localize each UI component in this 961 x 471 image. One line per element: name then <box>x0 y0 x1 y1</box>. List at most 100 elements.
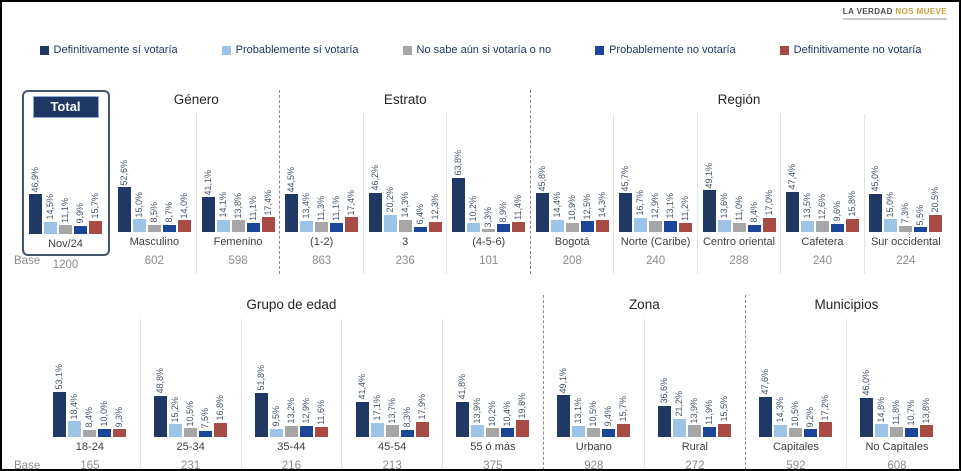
bar-value-label: 13,7% <box>386 397 397 424</box>
bar-column-definitivamente-sí-votaría: 46,2% <box>368 165 382 232</box>
bar-value-label: 48,8% <box>155 367 166 394</box>
bar-value-label: 9,2% <box>805 406 816 428</box>
chart-row-2: Grupo de edad 53,1% 18,4% 8,4% 10,0% 9,3% 18-2… <box>40 295 947 471</box>
bar-column-definitivamente-sí-votaría: 53,1% <box>53 364 67 437</box>
group-title-grupo-de-edad: Grupo de edad <box>246 297 337 312</box>
bar-cluster: 52,6% 15,0% 8,5% 8,7% 14,0% <box>117 114 191 232</box>
bar <box>330 222 344 232</box>
bar-column-probablemente-sí-votaría: 9,5% <box>269 406 283 437</box>
bar <box>914 227 928 232</box>
bar-column-definitivamente-no-votaría: 15,5% <box>718 396 732 437</box>
bar-value-label: 19,8% <box>517 392 528 419</box>
bar-column-probablemente-no-votaría: 7,5% <box>199 408 213 437</box>
bar-value-label: 46,9% <box>30 166 40 193</box>
bar-value-label: 11,0% <box>733 195 744 221</box>
category-label: 35-44 <box>277 441 306 453</box>
brand-logo-text: LA VERDAD <box>842 7 893 16</box>
bar <box>383 214 397 232</box>
bar <box>300 220 314 232</box>
bar <box>413 226 427 232</box>
bar-column-definitivamente-sí-votaría: 36,6% <box>658 378 672 437</box>
bar-value-label: 14,3% <box>775 397 786 423</box>
bar <box>774 424 788 437</box>
legend-item-probablemente-sí-votaría: Probablemente sí votaría <box>221 44 359 56</box>
bar <box>132 219 146 232</box>
legend-label: Definitivamente no votaría <box>793 44 922 56</box>
bar <box>789 428 803 437</box>
bar <box>557 395 571 437</box>
bar-value-label: 46,0% <box>861 370 872 396</box>
bar-column-probablemente-sí-votaría: 13,5% <box>800 193 814 232</box>
bar <box>875 424 889 437</box>
bar <box>216 220 230 232</box>
bar-value-label: 15,7% <box>618 396 629 422</box>
bar-column-definitivamente-no-votaría: 19,8% <box>516 393 530 437</box>
bar-cluster: 47,4% 13,5% 12,6% 9,6% 15,8% <box>785 114 859 232</box>
bar <box>860 397 874 437</box>
bar-value-label: 13,5% <box>801 192 812 219</box>
bar-column-probablemente-sí-votaría: 13,4% <box>300 193 314 232</box>
bar <box>702 190 716 232</box>
bar <box>147 224 161 232</box>
category-sur-occidental: 45,0% 15,0% 7,3% 5,5% 20,5% Sur occidental 224 <box>863 114 947 274</box>
bar-column-definitivamente-no-votaría: 9,3% <box>113 407 127 437</box>
bar <box>845 218 859 232</box>
bar-value-label: 14,8% <box>876 396 887 423</box>
bar <box>905 427 919 437</box>
bar-column-definitivamente-sí-votaría: 63,8% <box>452 150 466 232</box>
bar-column-probablemente-no-votaría: 10,0% <box>98 401 112 437</box>
bar-value-label: 8,9% <box>498 201 509 223</box>
category-base: 272 <box>685 460 705 471</box>
bar-cluster: 48,8% 15,2% 10,5% 7,5% 16,8% <box>154 319 228 437</box>
bar-cluster: 53,1% 18,4% 8,4% 10,0% 9,3% <box>53 319 127 437</box>
bar-value-label: 10,0% <box>99 400 110 427</box>
bar-value-label: 13,1% <box>573 398 584 424</box>
bar <box>89 220 102 234</box>
bar-value-label: 13,8% <box>232 192 243 219</box>
bar <box>602 429 616 437</box>
bar <box>501 428 515 437</box>
bar <box>269 428 283 437</box>
bar-value-label: 7,5% <box>200 408 211 429</box>
bar <box>747 224 761 232</box>
bar <box>345 217 359 232</box>
bar-value-label: 15,0% <box>885 191 896 218</box>
bar-column-probablemente-sí-votaría: 15,2% <box>169 397 183 437</box>
group-región: Región 45,8% 14,4% 10,9% 12,5% 14,3% Bogotá 208… <box>530 90 947 274</box>
category-base: 598 <box>228 255 248 267</box>
category-label: Sur occidental <box>870 236 941 248</box>
bar <box>467 223 481 232</box>
bar-column-probablemente-no-votaría: 9,2% <box>804 407 818 437</box>
bar-column-no-sabe-aún-si-votaría-o-no: 13,7% <box>385 398 399 437</box>
bar-value-label: 9,4% <box>603 406 614 427</box>
bar-cluster: 41,1% 14,1% 13,8% 11,1% 17,4% <box>201 114 275 232</box>
category-base: 236 <box>395 255 415 267</box>
category-label: 25-34 <box>176 441 205 453</box>
category-label: Cafetera <box>801 236 844 248</box>
bar-value-label: 13,2% <box>285 398 296 424</box>
bar-value-label: 20,2% <box>384 187 395 213</box>
bar <box>565 222 579 232</box>
bar-cluster: 44,5% 13,4% 11,3% 11,1% 17,4% <box>285 114 359 232</box>
bar-value-label: 44,5% <box>286 166 297 193</box>
bar-cluster: 46,0% 14,8% 11,8% 10,7% 13,8% <box>860 319 934 437</box>
bar-value-label: 15,8% <box>846 191 857 217</box>
bar <box>634 217 648 232</box>
category-base: 208 <box>562 255 582 267</box>
bar-value-label: 63,8% <box>453 150 464 176</box>
bar-value-label: 16,7% <box>635 190 646 216</box>
bar-column-probablemente-no-votaría: 11,1% <box>330 196 344 232</box>
bar-value-label: 8,7% <box>163 202 174 223</box>
bar <box>762 217 776 232</box>
bar-value-label: 17,4% <box>346 189 357 216</box>
category-25-34: 48,8% 15,2% 10,5% 7,5% 16,8% 25-34 231 <box>139 319 241 469</box>
category-base: 592 <box>786 460 806 471</box>
bar-value-label: 51,8% <box>255 365 266 391</box>
bar-column-no-sabe-aún-si-votaría-o-no: 12,9% <box>649 193 663 232</box>
bar-column-definitivamente-sí-votaría: 46,9% <box>29 167 43 234</box>
bar-column-probablemente-sí-votaría: 17,1% <box>370 395 384 437</box>
bar-value-label: 11,8% <box>891 400 902 425</box>
group-municipios: Municipios 47,6% 14,3% 10,5% 9,2% 17,2% Capita… <box>744 295 947 471</box>
bar-column-no-sabe-aún-si-votaría-o-no: 11,3% <box>315 196 329 232</box>
legend: Definitivamente sí votaría Probablemente … <box>2 44 959 56</box>
